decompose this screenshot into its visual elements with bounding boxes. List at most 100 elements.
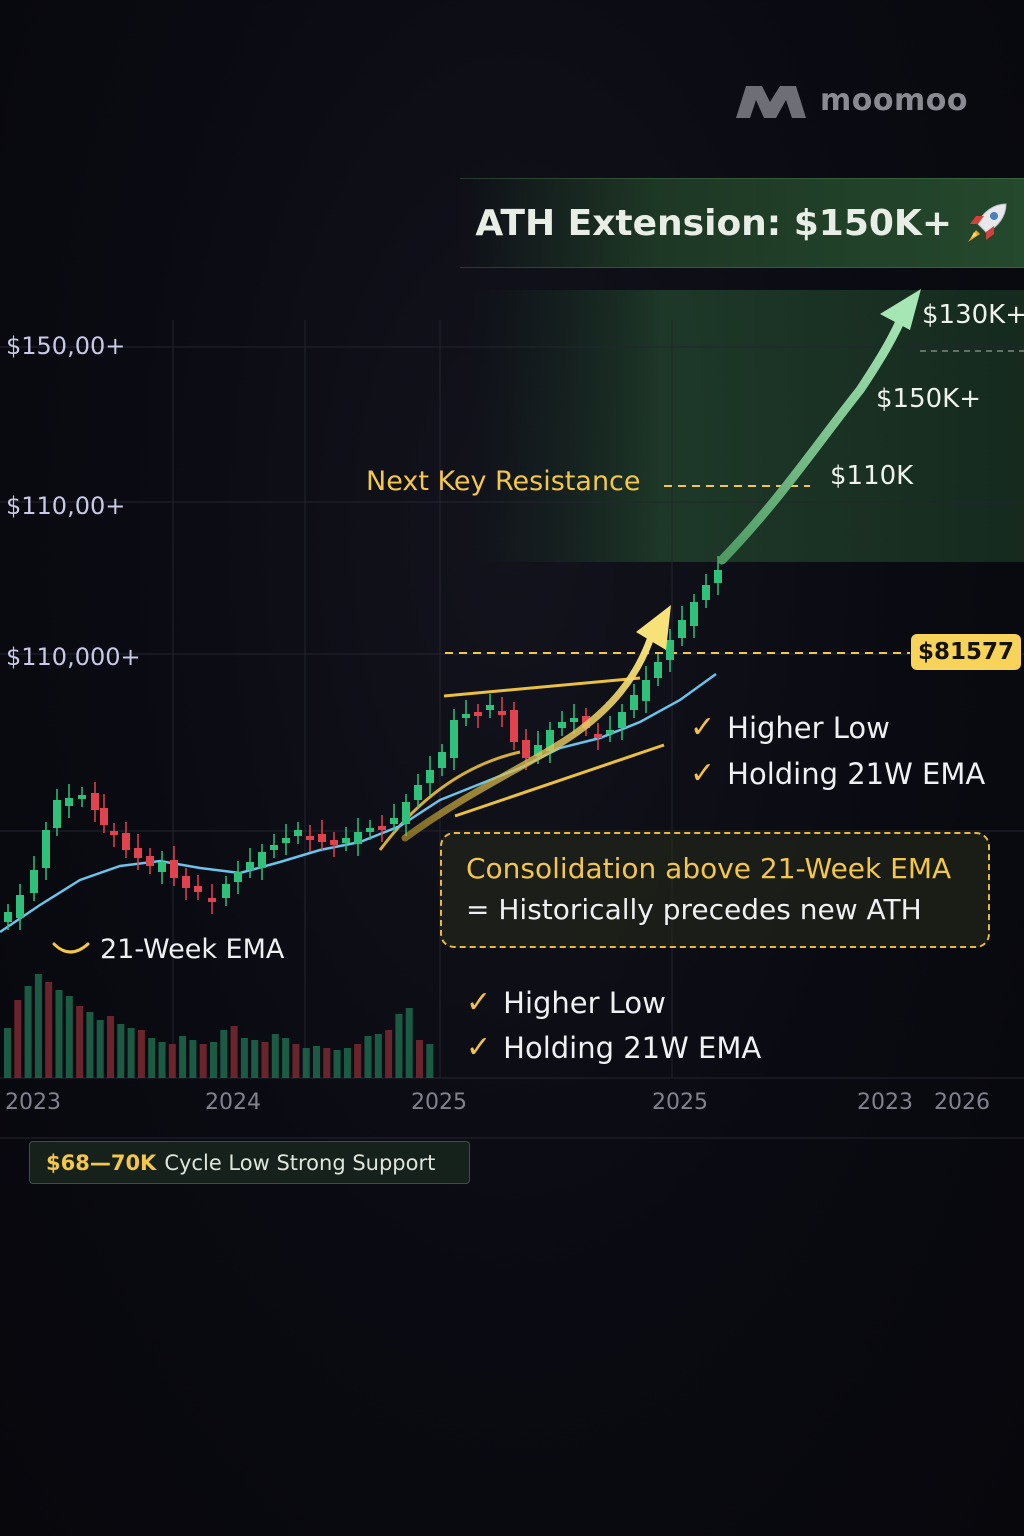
candle-body: [294, 830, 302, 836]
candle-body: [100, 808, 108, 825]
candle-body: [122, 833, 130, 850]
candle-body: [366, 828, 374, 832]
x-label-3: 2025: [411, 1090, 467, 1115]
candle-body: [182, 876, 190, 888]
candle-body: [65, 798, 73, 806]
candle-body: [714, 570, 722, 583]
volume-bar: [127, 1028, 135, 1078]
volume-bar: [240, 1038, 248, 1078]
y-label-low: $110,000+: [6, 643, 141, 671]
volume-bar: [65, 996, 73, 1078]
candle-body: [594, 734, 602, 738]
volume-bar: [374, 1034, 382, 1078]
candle-body: [486, 705, 494, 710]
candle-body: [462, 714, 470, 718]
y-label-mid: $110,00+: [6, 492, 126, 520]
candle-body: [618, 712, 626, 728]
target-arrow: [717, 305, 910, 565]
volume-bars: [4, 974, 434, 1078]
candle-body: [342, 838, 350, 843]
volume-bar: [4, 1028, 11, 1078]
candle-body: [474, 712, 482, 716]
brand-logo: moomoo: [732, 80, 968, 120]
candle-body: [402, 802, 410, 824]
target-zone: [470, 290, 1024, 562]
ema-legend-text: 21-Week EMA: [100, 934, 285, 965]
candle-body: [426, 770, 434, 783]
volume-bar: [107, 1016, 114, 1078]
consolidation-line-2: = Historically precedes new ATH: [466, 893, 922, 926]
volume-bar: [271, 1034, 279, 1078]
note-upper-1-text: Higher Low: [727, 710, 890, 745]
headline-title: ATH Extension: $150K+: [475, 202, 952, 244]
check-icon: ✓: [466, 985, 492, 1020]
volume-bar: [14, 1000, 22, 1078]
target-label-2: $150K+: [876, 384, 982, 414]
note-lower-2-text: Holding 21W EMA: [503, 1030, 762, 1065]
volume-bar: [426, 1044, 434, 1078]
candle-body: [546, 730, 554, 751]
candle-body: [678, 620, 686, 638]
candle-body: [522, 740, 530, 758]
volume-bar: [168, 1044, 176, 1078]
candle-body: [270, 845, 278, 850]
momentum-arrow: [401, 636, 654, 842]
volume-bar: [158, 1042, 166, 1078]
y-label-top: $150,00+: [6, 332, 126, 360]
volume-bar: [261, 1042, 269, 1078]
ema-curve-icon: [52, 942, 90, 953]
candle-body: [390, 818, 398, 824]
volume-bar: [395, 1014, 403, 1078]
volume-bar: [210, 1042, 217, 1078]
price-chart: [0, 289, 1024, 1139]
moomoo-logo-icon: [736, 86, 806, 118]
volume-bar: [292, 1044, 300, 1078]
volume-bar: [55, 990, 63, 1078]
volume-bar: [34, 974, 42, 1078]
target-label-1: $130K+: [922, 300, 1024, 330]
candle-body: [606, 730, 614, 734]
support-badge: $68—70K Cycle Low Strong Support: [29, 1141, 470, 1184]
candlesticks: [4, 556, 722, 930]
note-upper-1: ✓ Higher Low: [690, 710, 890, 745]
candle-body: [642, 680, 650, 701]
candle-body: [234, 872, 242, 882]
candle-body: [378, 826, 386, 830]
candle-body: [146, 856, 154, 866]
trendline-upper: [443, 676, 641, 698]
candle-body: [450, 720, 458, 758]
volume-bar: [333, 1050, 341, 1078]
trendline-lower: [454, 743, 665, 818]
candle-body: [4, 912, 12, 922]
candle-body: [282, 838, 290, 843]
candle-body: [222, 884, 230, 898]
volume-bar: [96, 1020, 104, 1078]
check-icon: ✓: [466, 1030, 492, 1065]
note-upper-2-text: Holding 21W EMA: [727, 756, 986, 791]
volume-bar: [302, 1048, 310, 1078]
note-upper-2: ✓ Holding 21W EMA: [690, 756, 985, 791]
note-lower-1: ✓ Higher Low: [466, 985, 666, 1020]
note-lower-2: ✓ Holding 21W EMA: [466, 1030, 761, 1065]
volume-bar: [230, 1026, 238, 1078]
candle-body: [438, 752, 446, 768]
volume-bar: [148, 1038, 156, 1078]
candle-body: [53, 800, 61, 828]
resistance-label: Next Key Resistance: [366, 466, 641, 497]
volume-bar: [76, 1006, 84, 1078]
volume-bar: [416, 1040, 423, 1078]
volume-bar: [282, 1038, 290, 1078]
candle-body: [158, 862, 166, 872]
candle-body: [170, 860, 178, 878]
candle-body: [246, 862, 254, 870]
candle-body: [414, 785, 422, 800]
candle-body: [318, 834, 326, 842]
candle-body: [134, 848, 142, 858]
volume-bar: [405, 1008, 413, 1078]
candle-body: [690, 602, 698, 626]
candle-body: [630, 695, 638, 710]
x-label-1: 2023: [5, 1090, 61, 1115]
candle-body: [42, 830, 50, 868]
candle-body: [354, 832, 362, 844]
